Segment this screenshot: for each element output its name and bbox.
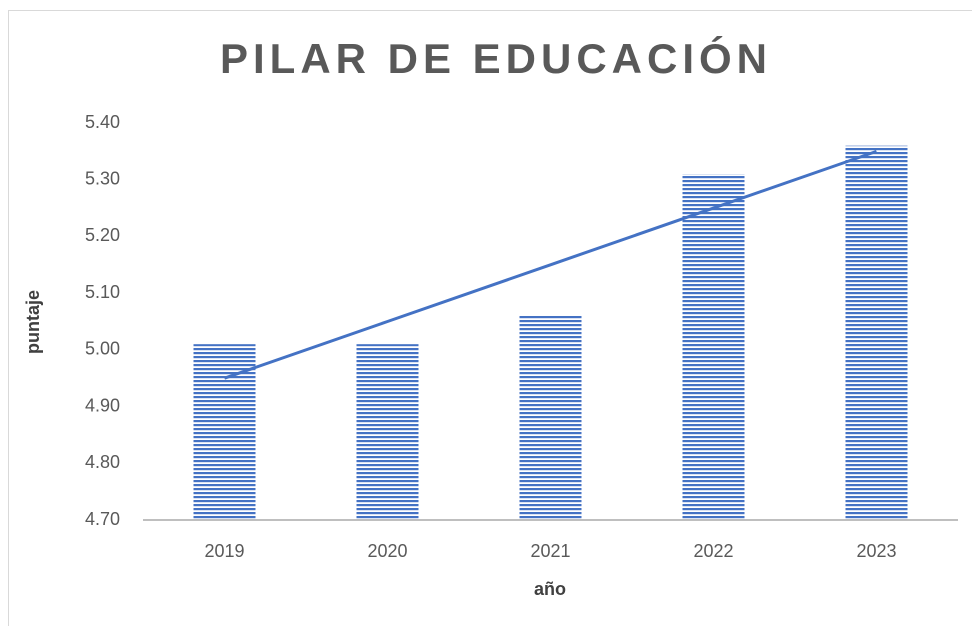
chart-title: PILAR DE EDUCACIÓN bbox=[220, 34, 772, 82]
y-axis-title: puntaje bbox=[23, 290, 43, 354]
bar bbox=[519, 315, 582, 520]
y-tick-label: 5.20 bbox=[85, 225, 120, 245]
x-tick-label: 2022 bbox=[693, 541, 733, 561]
bar bbox=[845, 145, 908, 520]
bar bbox=[356, 344, 419, 520]
y-tick-label: 5.30 bbox=[85, 168, 120, 188]
trendline bbox=[224, 149, 877, 380]
bar bbox=[193, 344, 256, 520]
x-axis-title: año bbox=[534, 579, 566, 599]
y-tick-label: 4.80 bbox=[85, 452, 120, 472]
x-tick-label: 2021 bbox=[530, 541, 570, 561]
x-tick-label: 2019 bbox=[204, 541, 244, 561]
y-tick-label: 5.10 bbox=[85, 282, 120, 302]
y-tick-label: 5.40 bbox=[85, 112, 120, 132]
y-tick-label: 5.00 bbox=[85, 339, 120, 359]
x-tick-label: 2020 bbox=[367, 541, 407, 561]
x-tick-label: 2023 bbox=[856, 541, 896, 561]
y-tick-label: 4.90 bbox=[85, 395, 120, 415]
bar bbox=[682, 174, 745, 521]
y-tick-label: 4.70 bbox=[85, 509, 120, 529]
chart-border bbox=[8, 10, 972, 626]
